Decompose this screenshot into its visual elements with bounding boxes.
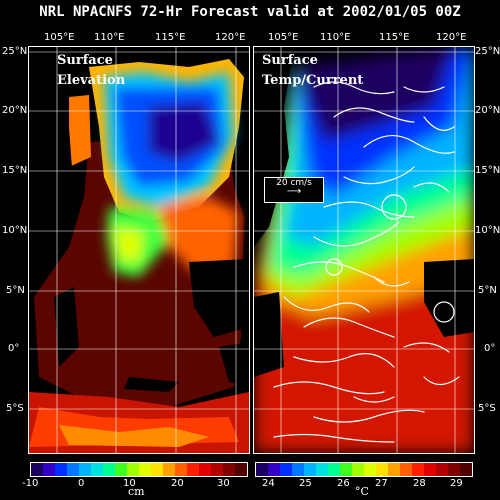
colorbar-swatch: [388, 463, 400, 476]
lon-label: 105°E: [44, 32, 75, 43]
lon-label: 115°E: [155, 32, 186, 43]
colorbar-swatch: [223, 463, 235, 476]
elevation-map: [29, 47, 249, 453]
colorbar-swatch: [103, 463, 115, 476]
colorbar-tick: 0: [78, 478, 85, 489]
temperature-colorbar: [255, 462, 473, 477]
colorbar-tick: -10: [22, 478, 39, 489]
colorbar-swatch: [55, 463, 67, 476]
colorbar-tick: 30: [217, 478, 230, 489]
lon-label: 110°E: [94, 32, 125, 43]
colorbar-unit: °C: [355, 485, 369, 498]
lat-label: 5°S: [6, 403, 24, 414]
temp-current-panel: Surface Temp/Current 20 cm/s ⟶: [253, 46, 475, 454]
colorbar-swatch: [115, 463, 127, 476]
colorbar-swatch: [364, 463, 376, 476]
colorbar-swatch: [460, 463, 472, 476]
elevation-colorbar: [30, 462, 248, 477]
colorbar-tick: 25: [299, 478, 312, 489]
colorbar-unit: cm: [128, 485, 145, 498]
lat-label: 25°N: [2, 46, 28, 57]
lon-label: 105°E: [268, 32, 299, 43]
colorbar-swatch: [268, 463, 280, 476]
colorbar-swatch: [448, 463, 460, 476]
colorbar-tick: 28: [413, 478, 426, 489]
colorbar-swatch: [376, 463, 388, 476]
lon-label: 120°E: [215, 32, 246, 43]
colorbar-swatch: [292, 463, 304, 476]
colorbar-swatch: [175, 463, 187, 476]
temperature-map: [254, 47, 474, 453]
colorbar-swatch: [424, 463, 436, 476]
lat-label: 0°: [484, 343, 496, 354]
colorbar-tick: 10: [123, 478, 136, 489]
colorbar-tick: 29: [450, 478, 463, 489]
colorbar-swatch: [340, 463, 352, 476]
lon-label: 110°E: [320, 32, 351, 43]
colorbar-swatch: [436, 463, 448, 476]
lat-label: 5°N: [478, 285, 497, 296]
colorbar-swatch: [151, 463, 163, 476]
panel-label: Surface Elevation: [57, 53, 126, 88]
colorbar-swatch: [211, 463, 223, 476]
lat-label: 5°S: [478, 403, 496, 414]
colorbar-tick: 27: [375, 478, 388, 489]
elevation-panel: Surface Elevation: [28, 46, 250, 454]
lat-label: 0°: [8, 343, 20, 354]
lon-label: 120°E: [436, 32, 467, 43]
colorbar-swatch: [43, 463, 55, 476]
lat-label: 10°N: [2, 225, 28, 236]
colorbar-swatch: [280, 463, 292, 476]
lat-label: 20°N: [475, 105, 500, 116]
colorbar-swatch: [400, 463, 412, 476]
colorbar-swatch: [127, 463, 139, 476]
lat-label: 15°N: [2, 165, 28, 176]
lon-label: 115°E: [379, 32, 410, 43]
colorbar-swatch: [412, 463, 424, 476]
scale-arrow-icon: ⟶: [286, 186, 302, 197]
colorbar-swatch: [328, 463, 340, 476]
lat-label: 20°N: [2, 105, 28, 116]
lat-label: 15°N: [475, 165, 500, 176]
lat-label: 10°N: [475, 225, 500, 236]
panel-label: Surface Temp/Current: [262, 53, 364, 88]
colorbar-swatch: [304, 463, 316, 476]
colorbar-swatch: [163, 463, 175, 476]
colorbar-tick: 24: [262, 478, 275, 489]
colorbar-swatch: [235, 463, 247, 476]
colorbar-tick: 26: [337, 478, 350, 489]
colorbar-swatch: [352, 463, 364, 476]
lat-label: 5°N: [6, 285, 25, 296]
colorbar-swatch: [79, 463, 91, 476]
colorbar-swatch: [91, 463, 103, 476]
colorbar-swatch: [199, 463, 211, 476]
colorbar-tick: 20: [171, 478, 184, 489]
colorbar-swatch: [31, 463, 43, 476]
colorbar-swatch: [256, 463, 268, 476]
velocity-scale: 20 cm/s ⟶: [264, 177, 324, 203]
colorbar-swatch: [67, 463, 79, 476]
map-title: NRL NPACNFS 72-Hr Forecast valid at 2002…: [39, 4, 461, 20]
colorbar-swatch: [139, 463, 151, 476]
colorbar-swatch: [316, 463, 328, 476]
lat-label: 25°N: [475, 46, 500, 57]
colorbar-swatch: [187, 463, 199, 476]
